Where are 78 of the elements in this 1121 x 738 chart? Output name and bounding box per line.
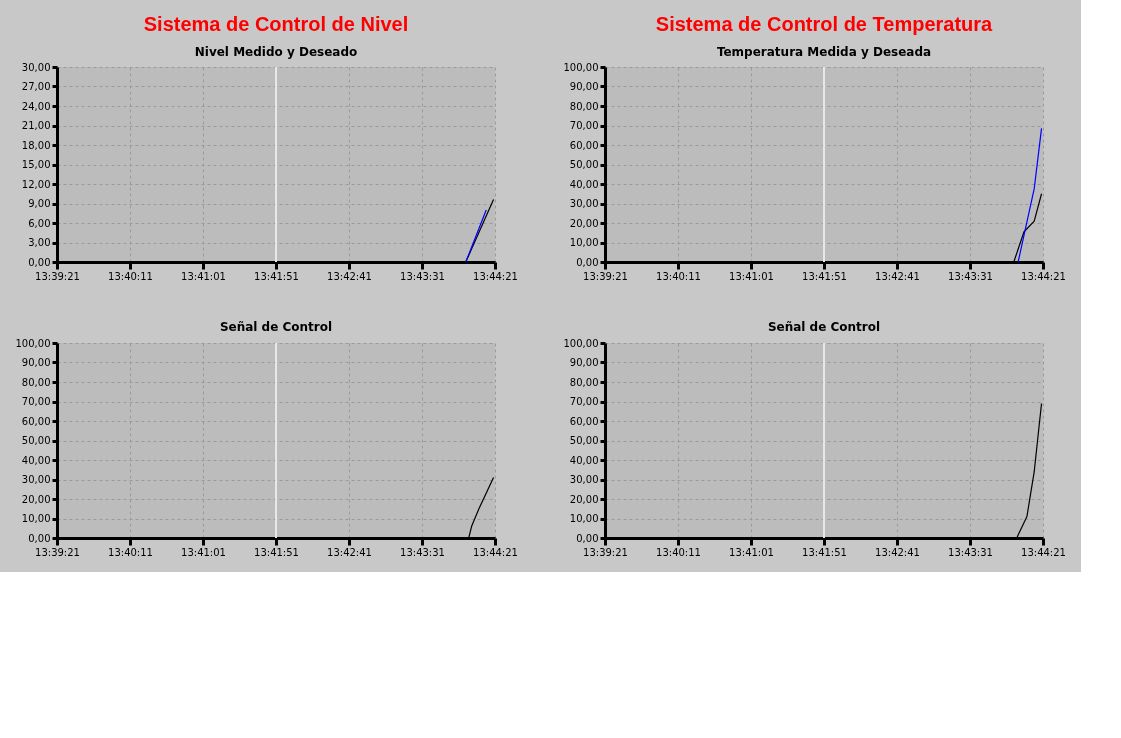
- x-tick-label: 13:44:21: [473, 546, 518, 558]
- y-tick-label: 70,00: [21, 396, 51, 407]
- y-tick-label: 0,00: [28, 256, 51, 268]
- x-tick-label: 13:43:31: [948, 546, 993, 558]
- y-tick-label: 100,00: [15, 337, 51, 349]
- y-tick-label: 18,00: [21, 139, 51, 151]
- y-tick-label: 20,00: [569, 217, 599, 229]
- y-tick-label: 0,00: [576, 256, 599, 268]
- y-tick-label: 27,00: [21, 81, 51, 92]
- y-tick-label: 50,00: [569, 159, 599, 170]
- y-tick-label: 60,00: [569, 139, 599, 151]
- y-tick-label: 70,00: [569, 120, 599, 131]
- x-tick-label: 13:44:21: [1021, 270, 1066, 282]
- y-tick-label: 30,00: [569, 198, 599, 209]
- y-tick-label: 10,00: [569, 513, 599, 524]
- x-tick-label: 13:42:41: [875, 270, 920, 282]
- y-tick-label: 0,00: [28, 532, 51, 544]
- x-tick-label: 13:41:01: [181, 546, 226, 558]
- x-tick-label: 13:42:41: [875, 546, 920, 558]
- x-tick-label: 13:39:21: [35, 270, 80, 282]
- x-tick-label: 13:43:31: [400, 270, 445, 282]
- x-tick-label: 13:41:51: [254, 546, 299, 558]
- y-tick-label: 50,00: [569, 435, 599, 446]
- chart-title: Sistema de Control de Temperatura: [655, 13, 994, 35]
- chart-subtitle: Señal de Control: [767, 320, 881, 334]
- x-tick-label: 13:40:11: [108, 270, 153, 282]
- y-tick-label: 6,00: [28, 217, 51, 229]
- x-tick-label: 13:40:11: [656, 270, 701, 282]
- y-tick-label: 24,00: [21, 100, 51, 112]
- chart-subtitle: Señal de Control: [219, 320, 333, 334]
- y-tick-label: 60,00: [21, 415, 51, 427]
- y-tick-label: 20,00: [21, 493, 51, 505]
- y-tick-label: 90,00: [569, 81, 599, 92]
- y-tick-label: 80,00: [21, 376, 51, 388]
- chart-title: Sistema de Control de Nivel: [143, 13, 409, 35]
- y-tick-label: 30,00: [21, 61, 51, 73]
- x-tick-label: 13:43:31: [948, 270, 993, 282]
- x-tick-label: 13:41:01: [181, 270, 226, 282]
- y-tick-label: 60,00: [569, 415, 599, 427]
- y-tick-label: 30,00: [569, 474, 599, 485]
- y-tick-label: 30,00: [21, 474, 51, 485]
- y-tick-label: 21,00: [21, 120, 51, 131]
- x-tick-label: 13:44:21: [1021, 546, 1066, 558]
- y-tick-label: 9,00: [28, 198, 51, 209]
- y-tick-label: 50,00: [21, 435, 51, 446]
- x-tick-label: 13:41:51: [802, 546, 847, 558]
- x-tick-label: 13:42:41: [327, 546, 372, 558]
- y-tick-label: 90,00: [21, 357, 51, 368]
- y-tick-label: 80,00: [569, 376, 599, 388]
- x-tick-label: 13:41:01: [729, 546, 774, 558]
- y-tick-label: 10,00: [569, 237, 599, 248]
- y-tick-label: 40,00: [21, 454, 51, 466]
- y-tick-label: 12,00: [21, 178, 51, 190]
- chart-subtitle: Temperatura Medida y Deseada: [716, 45, 932, 59]
- x-tick-label: 13:42:41: [327, 270, 372, 282]
- x-tick-label: 13:41:51: [254, 270, 299, 282]
- y-tick-label: 70,00: [569, 396, 599, 407]
- y-tick-label: 100,00: [563, 337, 599, 349]
- y-tick-label: 10,00: [21, 513, 51, 524]
- y-tick-label: 40,00: [569, 178, 599, 190]
- x-tick-label: 13:40:11: [108, 546, 153, 558]
- x-tick-label: 13:40:11: [656, 546, 701, 558]
- x-tick-label: 13:41:51: [802, 270, 847, 282]
- y-tick-label: 90,00: [569, 357, 599, 368]
- chart-subtitle: Nivel Medido y Deseado: [194, 45, 358, 59]
- x-tick-label: 13:39:21: [583, 270, 628, 282]
- x-tick-label: 13:39:21: [35, 546, 80, 558]
- y-tick-label: 0,00: [576, 532, 599, 544]
- y-tick-label: 15,00: [21, 159, 51, 170]
- y-tick-label: 3,00: [28, 237, 51, 248]
- x-tick-label: 13:39:21: [583, 546, 628, 558]
- y-tick-label: 80,00: [569, 100, 599, 112]
- x-tick-label: 13:43:31: [400, 546, 445, 558]
- y-tick-label: 40,00: [569, 454, 599, 466]
- x-tick-label: 13:41:01: [729, 270, 774, 282]
- y-tick-label: 20,00: [569, 493, 599, 505]
- y-tick-label: 100,00: [563, 61, 599, 73]
- x-tick-label: 13:44:21: [473, 270, 518, 282]
